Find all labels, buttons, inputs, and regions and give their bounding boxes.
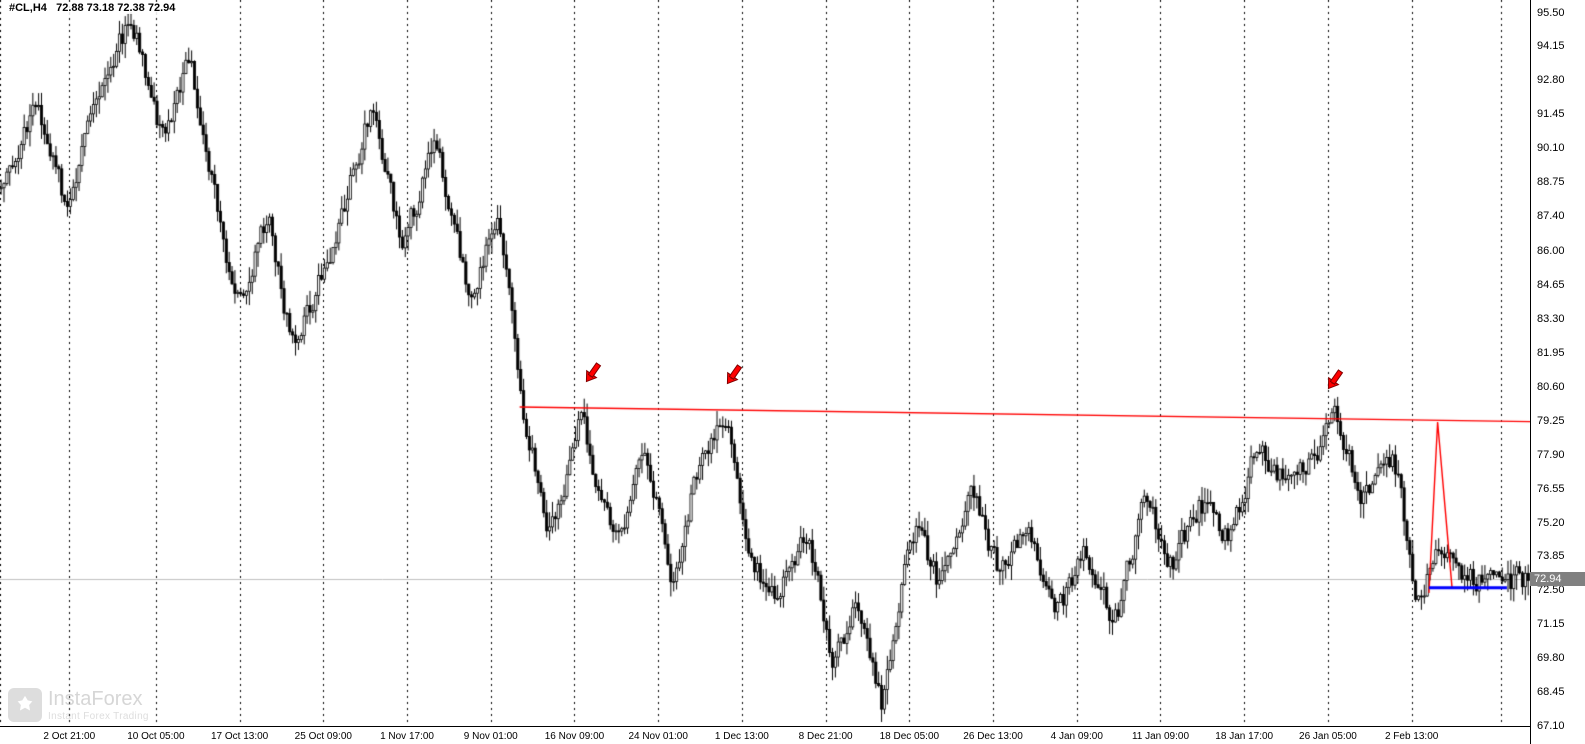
y-tick-label: 84.65 [1537, 279, 1565, 291]
x-tick-label: 18 Jan 17:00 [1215, 731, 1273, 742]
y-tick-label: 94.15 [1537, 40, 1565, 52]
resistance-arrow-icon [578, 361, 604, 394]
x-tick-label: 9 Nov 01:00 [464, 731, 518, 742]
y-tick-label: 75.20 [1537, 517, 1565, 529]
x-tick-label: 17 Oct 13:00 [211, 731, 268, 742]
x-tick-label: 26 Jan 05:00 [1299, 731, 1357, 742]
y-tick-label: 86.00 [1537, 245, 1565, 257]
symbol-label: #CL,H4 [9, 2, 47, 14]
y-tick-label: 87.40 [1537, 210, 1565, 222]
y-tick-label: 83.30 [1537, 313, 1565, 325]
watermark-sub: Instant Forex Trading [48, 711, 149, 722]
x-tick-label: 11 Jan 09:00 [1132, 731, 1189, 742]
y-tick-label: 77.90 [1537, 449, 1565, 461]
x-tick-label: 1 Dec 13:00 [715, 731, 769, 742]
y-tick-label: 80.60 [1537, 381, 1565, 393]
x-tick-label: 1 Nov 17:00 [380, 731, 434, 742]
x-tick-label: 2 Oct 21:00 [43, 731, 95, 742]
chart-root: #CL,H4 72.88 73.18 72.38 72.94 95.50 94.1… [0, 0, 1585, 744]
current-price-badge: 72.94 [1530, 572, 1585, 586]
watermark-name: InstaForex [48, 688, 149, 711]
price-axis: 95.50 94.15 92.80 91.45 90.10 88.75 87.40 86.00… [1530, 0, 1585, 744]
y-tick-label: 68.45 [1537, 686, 1565, 698]
watermark: InstaForex Instant Forex Trading [8, 688, 149, 722]
x-tick-label: 24 Nov 01:00 [628, 731, 688, 742]
symbol-ohlc-label: #CL,H4 72.88 73.18 72.38 72.94 [6, 2, 178, 14]
y-tick-label: 67.10 [1537, 720, 1565, 732]
current-price-value: 72.94 [1534, 573, 1562, 585]
resistance-arrow-icon [1320, 368, 1346, 401]
x-tick-label: 26 Dec 13:00 [963, 731, 1023, 742]
x-tick-label: 25 Oct 09:00 [295, 731, 352, 742]
x-tick-label: 8 Dec 21:00 [799, 731, 853, 742]
y-tick-label: 91.45 [1537, 108, 1565, 120]
y-tick-label: 95.50 [1537, 7, 1565, 19]
price-chart-canvas[interactable] [0, 0, 1530, 726]
resistance-arrow-icon [719, 363, 745, 396]
time-axis: 2 Oct 21:00 10 Oct 05:00 17 Oct 13:00 25 Oc… [0, 726, 1530, 744]
y-tick-label: 73.85 [1537, 550, 1565, 562]
x-tick-label: 18 Dec 05:00 [880, 731, 940, 742]
y-tick-label: 81.95 [1537, 347, 1565, 359]
x-tick-label: 16 Nov 09:00 [545, 731, 605, 742]
x-tick-label: 10 Oct 05:00 [127, 731, 184, 742]
y-tick-label: 71.15 [1537, 618, 1565, 630]
ohlc-label: 72.88 73.18 72.38 72.94 [56, 2, 175, 14]
x-tick-label: 4 Jan 09:00 [1051, 731, 1103, 742]
y-tick-label: 90.10 [1537, 142, 1565, 154]
y-tick-label: 69.80 [1537, 652, 1565, 664]
y-tick-label: 76.55 [1537, 483, 1565, 495]
y-tick-label: 79.25 [1537, 415, 1565, 427]
x-tick-label: 2 Feb 13:00 [1385, 731, 1438, 742]
y-tick-label: 92.80 [1537, 74, 1565, 86]
watermark-icon [8, 688, 42, 722]
y-tick-label: 88.75 [1537, 176, 1565, 188]
